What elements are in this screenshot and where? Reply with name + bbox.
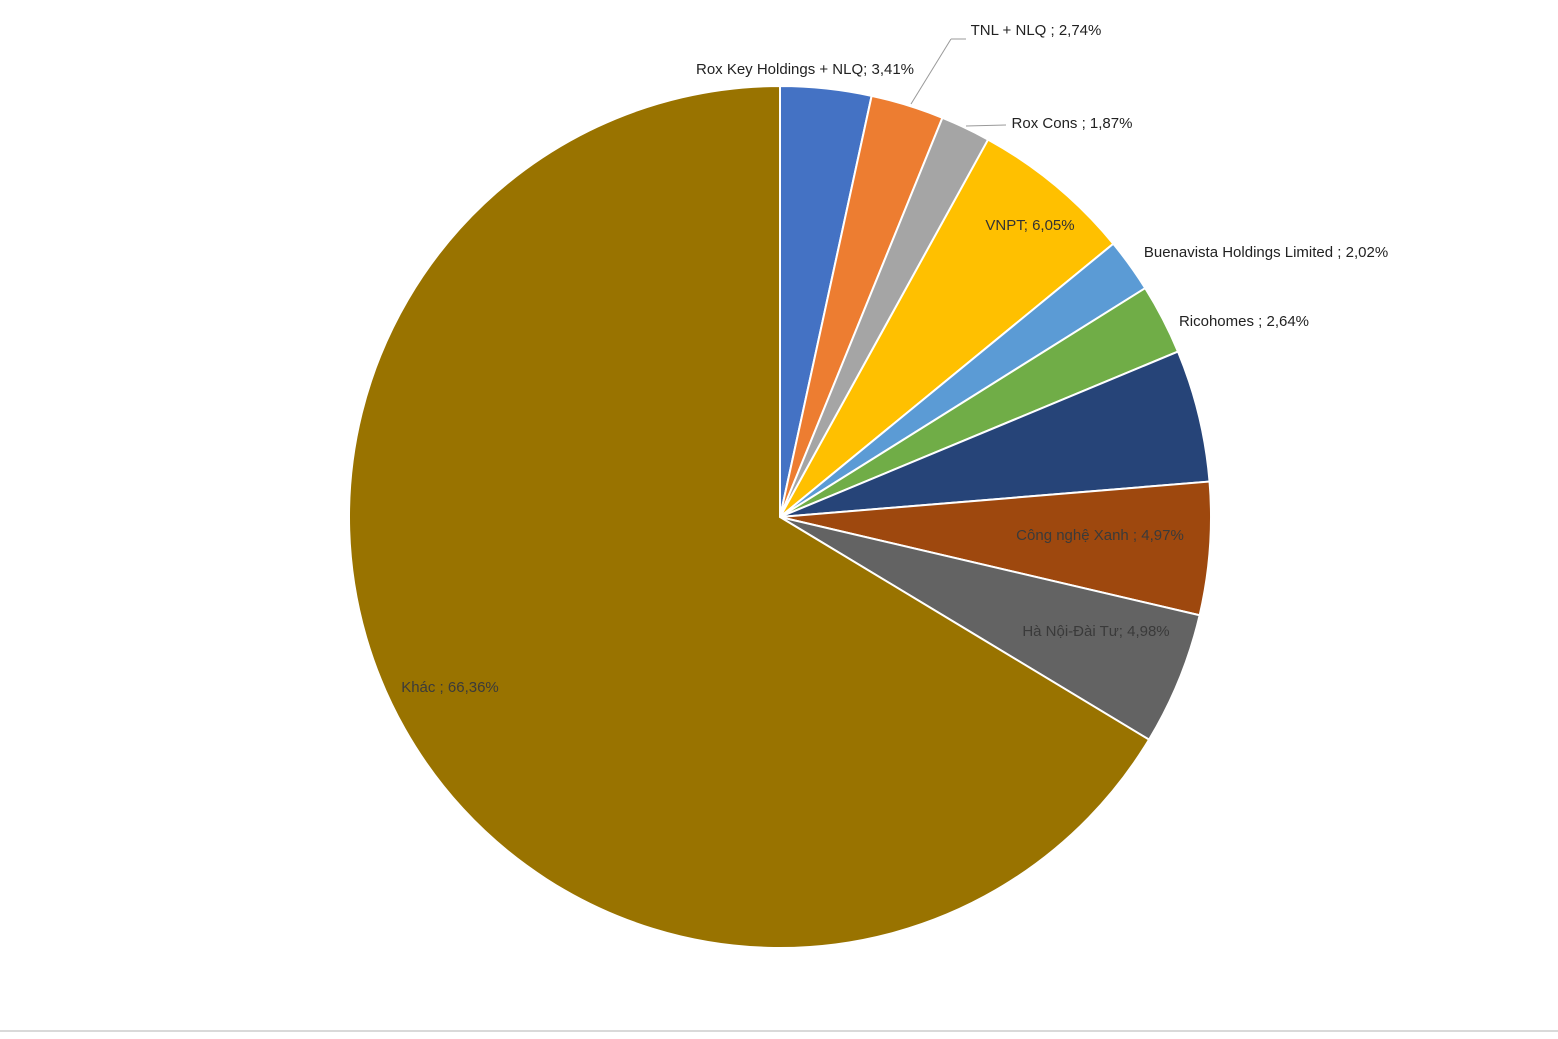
leader-line <box>910 38 952 105</box>
data-label: Hà Nội-Đài Tư; 4,98% <box>1022 623 1169 640</box>
data-label: Rox Key Holdings + NLQ; 3,41% <box>696 61 914 78</box>
data-label: VNPT; 6,05% <box>985 217 1074 234</box>
data-label: TNL + NLQ ; 2,74% <box>971 22 1102 39</box>
data-label: Công nghệ Xanh ; 4,97% <box>1016 527 1184 544</box>
pie-slice <box>348 84 1151 949</box>
pie-slice <box>779 138 1115 518</box>
leader-line <box>965 124 1007 127</box>
data-label: Khác ; 66,36% <box>401 679 499 696</box>
data-label: Buenavista Holdings Limited ; 2,02% <box>1144 244 1388 261</box>
data-label: Ricohomes ; 2,64% <box>1179 313 1309 330</box>
data-label: Rox Cons ; 1,87% <box>1012 115 1133 132</box>
